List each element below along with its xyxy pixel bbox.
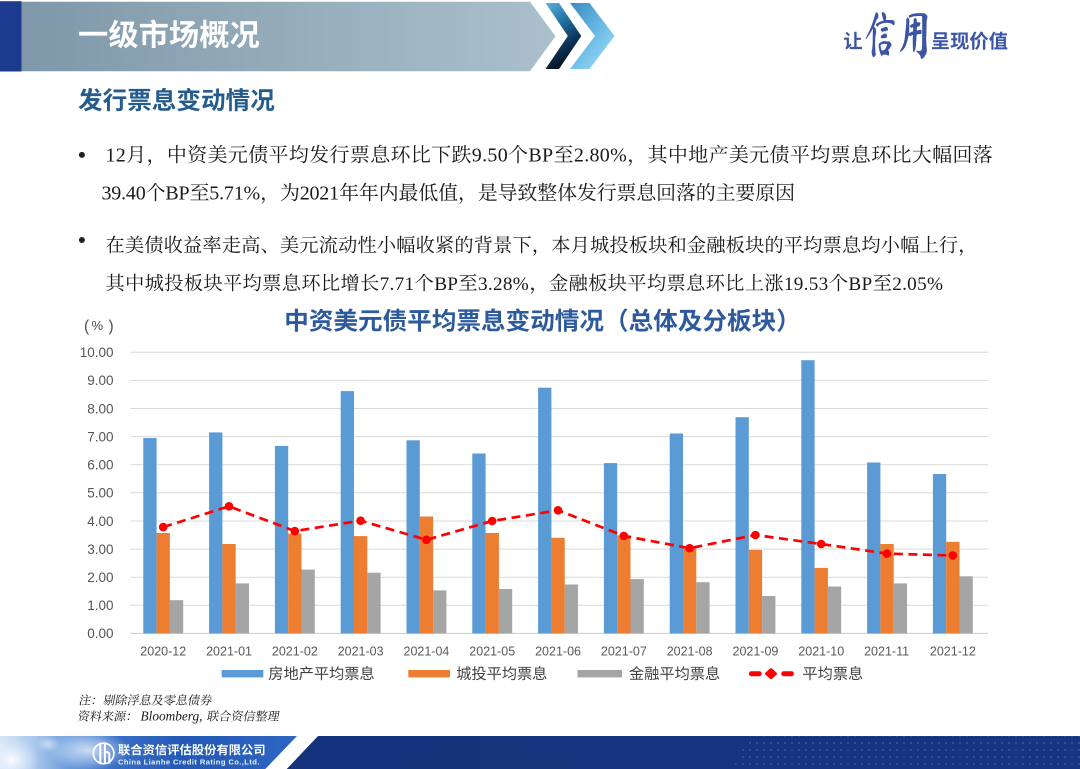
svg-text:7.00: 7.00 (87, 429, 113, 444)
svg-text:2.80%: 2.80% (574, 145, 627, 167)
svg-text:6.00: 6.00 (87, 458, 113, 473)
svg-text:19.53: 19.53 (784, 274, 829, 295)
svg-text:China Lianhe Credit Rating Co.: China Lianhe Credit Rating Co.,Ltd. (118, 757, 260, 766)
svg-text:5.00: 5.00 (87, 486, 113, 501)
svg-text:%: % (92, 318, 104, 333)
svg-text:BP: BP (848, 274, 872, 295)
svg-text:1.00: 1.00 (87, 598, 113, 613)
svg-text:3.00: 3.00 (87, 542, 113, 557)
svg-text:2021-05: 2021-05 (469, 645, 515, 659)
svg-text:39.40: 39.40 (102, 183, 146, 205)
svg-text:Bloomberg,: Bloomberg, (141, 709, 206, 724)
svg-text:2021-03: 2021-03 (338, 645, 384, 659)
svg-text:3.28%: 3.28% (478, 274, 529, 295)
svg-text:9.00: 9.00 (87, 373, 113, 388)
svg-text:2021-12: 2021-12 (930, 645, 976, 659)
svg-text:2021-01: 2021-01 (206, 645, 252, 659)
svg-text:BP: BP (528, 145, 553, 167)
svg-text:4.00: 4.00 (87, 514, 113, 529)
svg-text:0.00: 0.00 (87, 626, 113, 641)
svg-text:9.50: 9.50 (472, 145, 508, 167)
svg-text:(: ( (84, 318, 90, 335)
svg-text:2.00: 2.00 (87, 570, 113, 585)
svg-text:10.00: 10.00 (80, 345, 114, 360)
svg-text:2.05%: 2.05% (892, 274, 943, 295)
svg-text:2020-12: 2020-12 (140, 645, 186, 659)
svg-text:2021-07: 2021-07 (601, 645, 647, 659)
svg-text:): ) (109, 318, 114, 335)
svg-text:2021: 2021 (300, 183, 339, 205)
svg-text:2021-08: 2021-08 (667, 645, 713, 659)
svg-text:BP: BP (434, 274, 458, 295)
svg-text:2021-06: 2021-06 (535, 645, 581, 659)
svg-text:2021-04: 2021-04 (404, 645, 450, 659)
svg-text:12: 12 (106, 145, 127, 167)
svg-text:8.00: 8.00 (87, 401, 113, 416)
svg-text:2021-10: 2021-10 (798, 645, 844, 659)
svg-text:5.71%: 5.71% (209, 183, 260, 205)
svg-text:2021-02: 2021-02 (272, 645, 318, 659)
svg-text:2021-09: 2021-09 (733, 645, 779, 659)
svg-text:7.71: 7.71 (380, 274, 415, 295)
svg-text:BP: BP (165, 183, 189, 205)
svg-text:2021-11: 2021-11 (864, 645, 909, 659)
